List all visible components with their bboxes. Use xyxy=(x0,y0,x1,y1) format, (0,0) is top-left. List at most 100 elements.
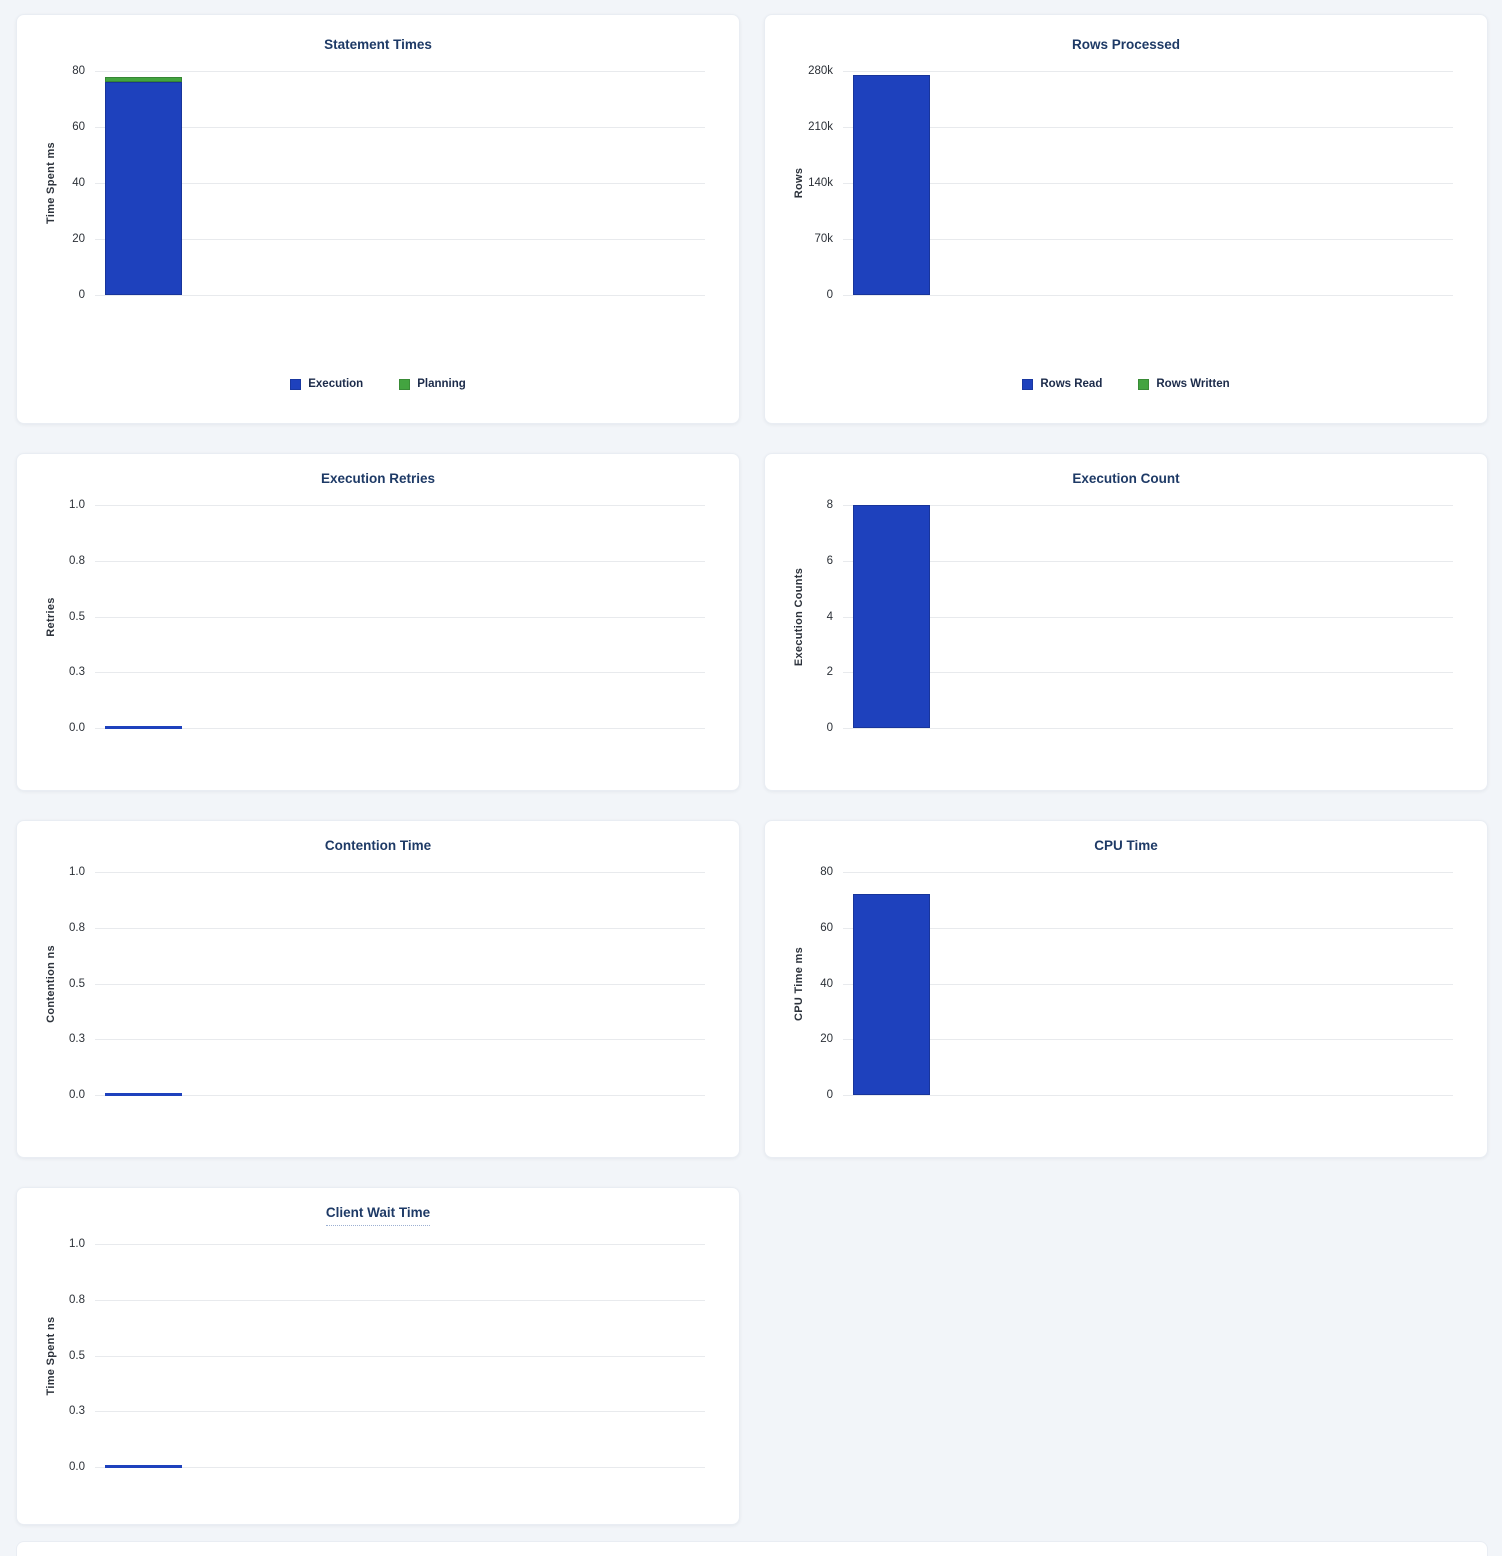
chart-title: Execution Retries xyxy=(320,471,436,486)
gridline xyxy=(843,71,1453,72)
legend-item: Rows Read xyxy=(1022,378,1102,390)
gridline xyxy=(95,505,705,506)
y-tick-label: 210k xyxy=(808,121,833,133)
y-tick-label: 0.0 xyxy=(69,1461,85,1473)
planning-bar[interactable] xyxy=(105,77,182,82)
gridline xyxy=(843,983,1453,985)
gridline xyxy=(843,127,1453,128)
zero-value-bar[interactable] xyxy=(105,726,182,729)
y-tick-label: 140k xyxy=(808,177,833,189)
y-tick-label: 20 xyxy=(72,233,85,245)
y-tick-label: 0.0 xyxy=(69,722,85,734)
rows-processed-bar-chart: 280k 210k 140k 70k 0 Rows xyxy=(793,65,1453,301)
zero-value-bar[interactable] xyxy=(105,1465,182,1468)
y-tick-label: 0.5 xyxy=(69,610,85,623)
zero-value-bar[interactable] xyxy=(105,1093,182,1096)
gridline xyxy=(95,1355,705,1357)
y-tick-label: 0.3 xyxy=(69,1033,85,1046)
cpu-time-bar[interactable] xyxy=(853,894,930,1095)
gridline xyxy=(95,1244,705,1245)
y-tick-label: 2 xyxy=(826,666,833,679)
legend-swatch xyxy=(1022,378,1034,390)
gridline xyxy=(95,672,705,674)
gridline xyxy=(95,71,705,72)
y-tick-label: 0.8 xyxy=(69,554,85,567)
chart-card-cpu-time: CPU Time 80 60 40 20 0 CPU Time ms xyxy=(764,820,1488,1158)
y-tick-label: 1.0 xyxy=(69,1238,85,1250)
y-tick-label: 6 xyxy=(826,554,833,567)
contention-time-bar-chart: 1.0 0.8 0.5 0.3 0.0 Contention ns xyxy=(45,866,705,1101)
y-tick-label: 0.5 xyxy=(69,977,85,990)
y-tick-label: 1.0 xyxy=(69,499,85,511)
chart-legend: Rows Read Rows Written xyxy=(765,378,1487,390)
y-tick-label: 0.3 xyxy=(69,1405,85,1418)
gridline xyxy=(843,295,1453,296)
gridline xyxy=(843,183,1453,184)
gridline xyxy=(95,983,705,985)
gridline xyxy=(843,728,1453,729)
gridline xyxy=(843,616,1453,618)
y-tick-label: 280k xyxy=(808,65,833,77)
y-tick-label: 0 xyxy=(826,289,833,301)
chart-title: Contention Time xyxy=(324,838,432,853)
y-axis-label: Time Spent ns xyxy=(45,1316,57,1395)
cpu-time-bar-chart: 80 60 40 20 0 CPU Time ms xyxy=(793,866,1453,1101)
chart-title: Rows Processed xyxy=(1071,37,1181,52)
gridline xyxy=(843,239,1453,240)
chart-card-execution-retries: Execution Retries 1.0 0.8 0.5 0.3 0.0 Retries xyxy=(16,453,740,791)
legend-swatch xyxy=(1138,378,1150,390)
execution-bar[interactable] xyxy=(105,81,182,295)
legend-swatch xyxy=(399,378,411,390)
gridline xyxy=(95,239,705,240)
chart-card-execution-count: Execution Count 8 6 4 2 0 Execution Counts xyxy=(764,453,1488,791)
y-tick-label: 40 xyxy=(72,177,85,189)
legend-swatch xyxy=(290,378,302,390)
next-section-card-edge xyxy=(16,1541,1488,1556)
chart-legend: Execution Planning xyxy=(17,378,739,390)
gridline xyxy=(95,183,705,184)
y-axis-label: Rows xyxy=(793,167,805,199)
execution-count-bar-chart: 8 6 4 2 0 Execution Counts xyxy=(793,499,1453,734)
gridline xyxy=(95,1299,705,1301)
y-tick-label: 0.5 xyxy=(69,1349,85,1362)
y-tick-label: 80 xyxy=(72,65,85,77)
y-tick-label: 0.3 xyxy=(69,666,85,679)
y-tick-label: 70k xyxy=(814,233,833,245)
chart-card-rows-processed: Rows Processed 280k 210k 140k 70k 0 Rows Rows… xyxy=(764,14,1488,424)
y-tick-label: 60 xyxy=(820,921,833,934)
y-axis-label: CPU Time ms xyxy=(793,946,805,1021)
chart-title: Client Wait Time xyxy=(17,1205,739,1226)
y-tick-label: 0.8 xyxy=(69,1293,85,1306)
y-tick-label: 80 xyxy=(820,866,833,878)
y-tick-label: 60 xyxy=(72,121,85,133)
gridline xyxy=(95,1095,705,1096)
chart-title: Execution Count xyxy=(1072,471,1180,486)
legend-label: Rows Written xyxy=(1156,378,1230,390)
chart-card-contention-time: Contention Time 1.0 0.8 0.5 0.3 0.0 Contentio… xyxy=(16,820,740,1158)
gridline xyxy=(95,295,705,296)
client-wait-time-bar-chart: 1.0 0.8 0.5 0.3 0.0 Time Spent ns xyxy=(45,1238,705,1473)
chart-title: Statement Times xyxy=(324,37,432,52)
gridline xyxy=(95,872,705,873)
rows-read-bar[interactable] xyxy=(853,75,930,295)
gridline xyxy=(843,505,1453,506)
y-tick-label: 40 xyxy=(820,977,833,990)
chart-title: CPU Time xyxy=(1094,838,1158,853)
legend-item: Planning xyxy=(399,378,466,390)
y-tick-label: 0 xyxy=(826,722,833,734)
legend-item: Execution xyxy=(290,378,363,390)
gridline xyxy=(843,872,1453,873)
y-tick-label: 1.0 xyxy=(69,866,85,878)
gridline xyxy=(95,1039,705,1041)
gridline xyxy=(95,927,705,929)
gridline xyxy=(95,728,705,729)
y-tick-label: 0 xyxy=(78,289,85,301)
legend-item: Rows Written xyxy=(1138,378,1230,390)
execution-count-bar[interactable] xyxy=(853,505,930,728)
gridline xyxy=(95,1467,705,1468)
gridline xyxy=(95,616,705,618)
y-tick-label: 20 xyxy=(820,1033,833,1046)
y-axis-label: Time Spent ms xyxy=(45,142,57,224)
legend-label: Execution xyxy=(308,378,364,390)
